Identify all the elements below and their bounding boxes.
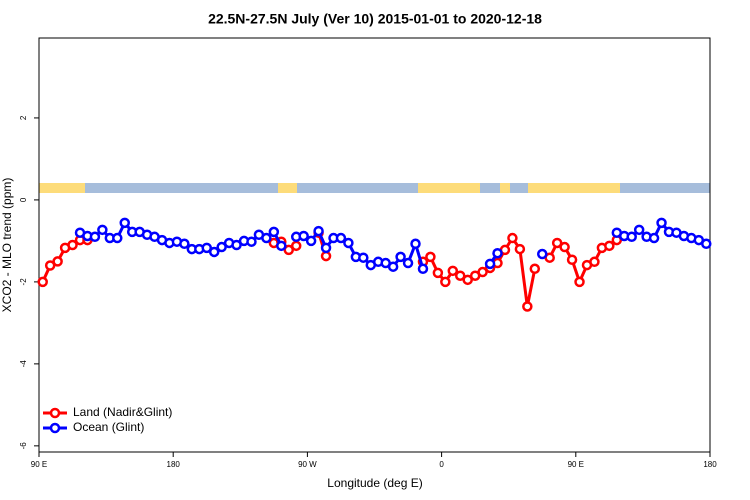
y-tick-label: -4	[19, 360, 28, 368]
data-point	[276, 240, 287, 252]
data-point	[425, 251, 436, 263]
land-mask-strip	[39, 183, 710, 193]
data-point	[179, 238, 190, 250]
y-tick-label: -2	[19, 278, 28, 286]
legend-marker	[49, 422, 61, 434]
data-point	[67, 239, 78, 251]
data-point	[507, 232, 518, 244]
legend-label: Land (Nadir&Glint)	[73, 405, 172, 419]
data-point	[268, 226, 280, 238]
land-strip	[528, 183, 620, 193]
legend-marker	[49, 407, 61, 419]
x-tick-label: 90 W	[298, 460, 317, 469]
data-point	[537, 248, 548, 260]
x-tick-label: 180	[167, 460, 181, 469]
x-tick-label: 180	[703, 460, 717, 469]
data-point	[604, 240, 615, 252]
data-point	[290, 240, 302, 252]
y-tick-label: -6	[19, 442, 28, 450]
data-point	[201, 242, 212, 254]
data-point	[283, 244, 295, 256]
data-point	[89, 231, 101, 243]
data-point	[477, 266, 488, 278]
land-strip	[278, 183, 297, 193]
data-point	[454, 270, 466, 281]
data-point	[112, 232, 123, 244]
data-point	[633, 224, 645, 236]
data-point	[298, 230, 309, 242]
land-strip	[39, 183, 85, 193]
data-point	[97, 224, 108, 236]
data-point	[701, 238, 712, 250]
land-strip	[500, 183, 510, 193]
data-point	[52, 256, 63, 267]
x-tick-label: 0	[439, 460, 444, 469]
data-point	[484, 258, 496, 270]
data-point	[626, 231, 637, 243]
data-point	[417, 263, 429, 275]
data-point	[37, 276, 48, 288]
data-point	[551, 237, 563, 249]
x-axis-label: Longitude (deg E)	[327, 476, 422, 490]
data-point	[447, 265, 459, 277]
ocean-strip	[39, 183, 710, 193]
data-point	[656, 217, 667, 229]
data-point	[395, 251, 406, 263]
data-point	[432, 267, 444, 279]
x-tick-label: 90 E	[568, 460, 584, 469]
data-point	[208, 246, 220, 258]
data-point	[566, 254, 578, 266]
data-point	[648, 232, 660, 244]
legend-label: Ocean (Glint)	[73, 420, 144, 434]
chart-title: 22.5N-27.5N July (Ver 10) 2015-01-01 to …	[208, 11, 542, 27]
data-point	[320, 242, 332, 254]
data-point	[410, 238, 421, 250]
data-point	[358, 252, 369, 263]
data-point	[529, 263, 541, 275]
data-point	[231, 239, 242, 251]
data-point	[462, 274, 473, 286]
data-point	[335, 232, 347, 244]
data-point	[320, 250, 332, 262]
data-point	[216, 241, 227, 253]
data-point	[246, 236, 257, 247]
data-point	[402, 257, 414, 269]
data-point	[589, 256, 600, 268]
data-point	[514, 243, 526, 255]
data-point	[522, 301, 533, 312]
data-point	[387, 261, 399, 272]
data-point	[574, 276, 585, 288]
x-tick-label: 90 E	[31, 460, 47, 469]
data-point	[440, 276, 451, 288]
data-point	[492, 247, 503, 259]
data-point	[261, 232, 272, 244]
y-tick-label: 0	[19, 197, 28, 202]
data-point	[44, 260, 56, 271]
data-point	[343, 237, 354, 249]
data-point	[559, 241, 570, 253]
y-axis-label: XCO2 - MLO trend (ppm)	[0, 178, 14, 313]
data-point	[305, 235, 317, 247]
land-strip	[418, 183, 480, 193]
data-point	[119, 217, 130, 229]
y-tick-label: 2	[19, 115, 28, 120]
data-point	[313, 225, 324, 237]
